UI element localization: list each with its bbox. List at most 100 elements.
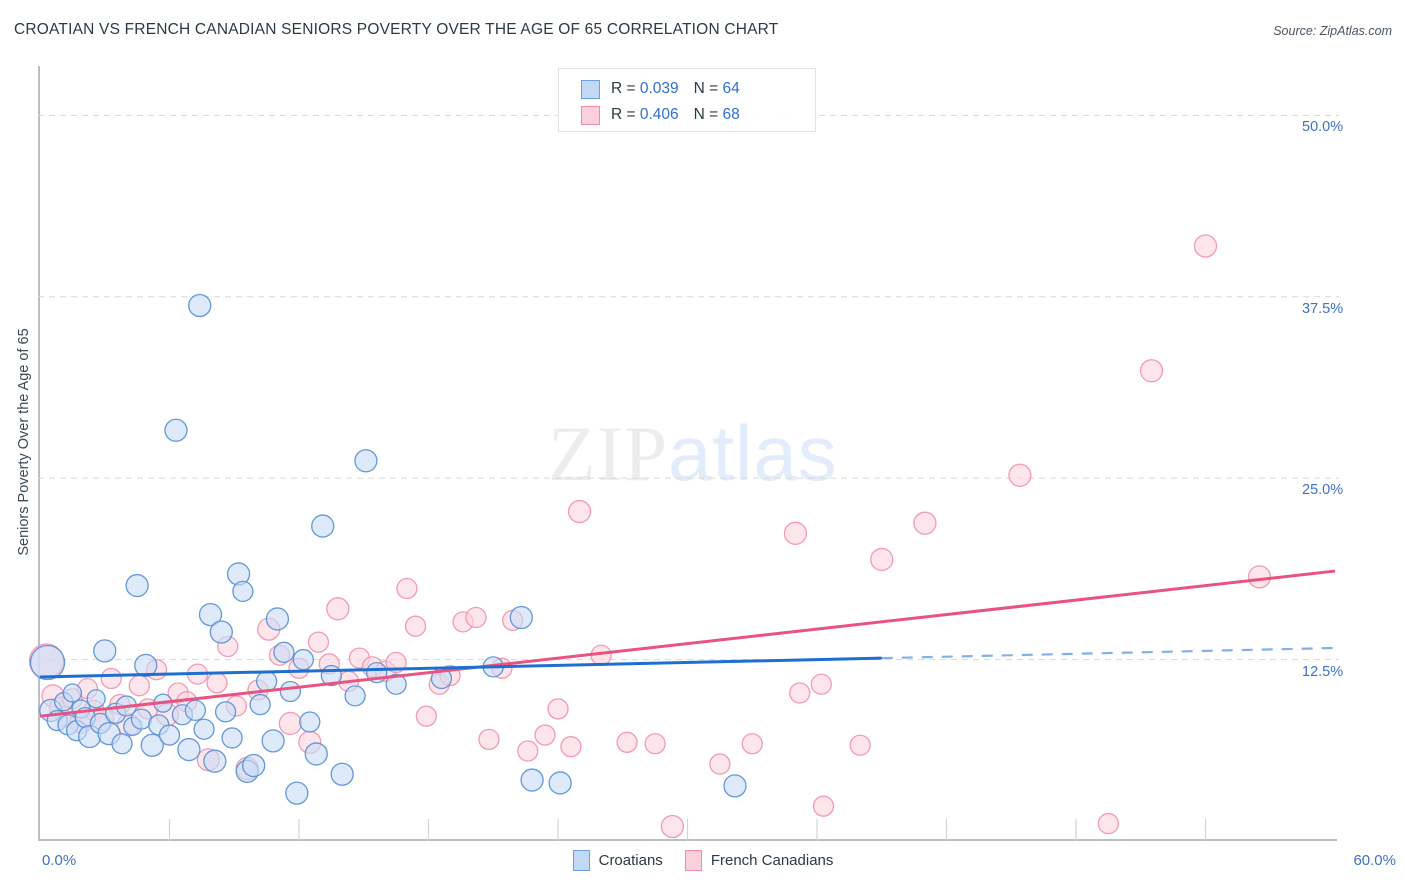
data-point bbox=[465, 606, 487, 629]
data-point bbox=[255, 670, 278, 693]
stats-text-croatians: R = 0.039 N = 64 bbox=[611, 80, 740, 98]
scatter-svg bbox=[28, 114, 1339, 841]
data-point bbox=[164, 418, 188, 442]
data-point bbox=[330, 762, 354, 786]
data-point bbox=[29, 644, 66, 681]
data-point bbox=[849, 734, 871, 756]
correlation-stats-legend: R = 0.039 N = 64 R = 0.406 N = 68 bbox=[558, 68, 816, 132]
data-point bbox=[415, 705, 437, 727]
data-point bbox=[560, 736, 582, 758]
data-point bbox=[534, 724, 556, 746]
data-point bbox=[304, 742, 328, 766]
data-point bbox=[158, 724, 181, 746]
data-point bbox=[870, 547, 894, 572]
data-point bbox=[1008, 463, 1032, 487]
legend-item-french-canadians[interactable]: French Canadians bbox=[684, 850, 834, 871]
stats-n-value-croatians: 64 bbox=[722, 80, 740, 97]
data-point bbox=[193, 718, 215, 740]
stats-r-label-croatians: R = bbox=[611, 80, 640, 97]
plot-area bbox=[28, 66, 1339, 841]
stats-n-label-french-canadians: N = bbox=[693, 106, 723, 123]
data-point bbox=[644, 733, 666, 755]
y-tick-label: 12.5% bbox=[1302, 663, 1344, 680]
legend-swatch-croatians bbox=[572, 850, 590, 871]
trendline-croatians bbox=[39, 656, 882, 679]
stats-swatch-croatians bbox=[581, 79, 600, 99]
data-point bbox=[311, 514, 335, 538]
data-point bbox=[292, 648, 314, 671]
page-title: CROATIAN VS FRENCH CANADIAN SENIORS POVE… bbox=[14, 21, 779, 38]
data-point bbox=[548, 771, 572, 795]
y-tick-label: 25.0% bbox=[1302, 482, 1344, 499]
trendline-croatians-extrapolated bbox=[881, 646, 1336, 660]
data-point bbox=[188, 293, 212, 318]
data-point bbox=[198, 602, 223, 627]
data-point bbox=[783, 521, 808, 545]
data-point bbox=[741, 733, 763, 755]
data-point bbox=[184, 699, 207, 722]
stats-r-value-french-canadians: 0.406 bbox=[639, 106, 679, 123]
data-point bbox=[177, 737, 201, 762]
data-point bbox=[128, 675, 150, 697]
data-point bbox=[100, 667, 122, 690]
data-point bbox=[520, 768, 544, 792]
data-point bbox=[396, 577, 418, 600]
data-point bbox=[214, 701, 237, 723]
stats-row-french-canadians: R = 0.406 N = 68 bbox=[581, 102, 815, 128]
stats-n-label-croatians: N = bbox=[693, 80, 723, 97]
data-point bbox=[810, 673, 832, 695]
trendline-french-canadians bbox=[39, 569, 1336, 718]
series-legend: Croatians French Canadians bbox=[0, 850, 1406, 871]
data-point bbox=[1193, 234, 1218, 258]
data-point bbox=[385, 673, 407, 695]
data-point bbox=[232, 580, 254, 603]
data-point bbox=[249, 693, 271, 716]
data-point bbox=[789, 682, 811, 704]
series-croatians bbox=[29, 293, 747, 805]
data-point bbox=[1139, 359, 1164, 383]
source-attribution: Source: ZipAtlas.com bbox=[1273, 24, 1392, 38]
data-point bbox=[326, 597, 350, 621]
data-point bbox=[242, 753, 266, 778]
data-point bbox=[93, 639, 117, 663]
x-axis-max-label: 60.0% bbox=[1353, 852, 1396, 869]
data-point bbox=[913, 511, 937, 535]
data-point bbox=[478, 728, 500, 751]
data-point bbox=[509, 605, 533, 630]
legend-item-croatians[interactable]: Croatians bbox=[572, 850, 663, 871]
data-point bbox=[1247, 565, 1272, 589]
y-axis-line bbox=[38, 66, 40, 841]
data-point bbox=[404, 615, 427, 637]
data-point bbox=[299, 711, 321, 733]
legend-label-croatians: Croatians bbox=[598, 852, 663, 869]
stats-row-croatians: R = 0.039 N = 64 bbox=[581, 76, 815, 102]
data-point bbox=[616, 731, 638, 753]
data-point bbox=[709, 753, 731, 775]
data-point bbox=[278, 711, 303, 736]
data-point bbox=[285, 781, 309, 805]
legend-swatch-french-canadians bbox=[684, 850, 702, 871]
data-point bbox=[344, 685, 366, 707]
y-axis-title: Seniors Poverty Over the Age of 65 bbox=[16, 328, 32, 556]
x-axis-min-label: 0.0% bbox=[42, 852, 77, 869]
data-point bbox=[1097, 812, 1120, 835]
data-point bbox=[547, 698, 569, 720]
data-point bbox=[265, 607, 290, 631]
legend-label-french-canadians: French Canadians bbox=[710, 852, 834, 869]
stats-n-value-french-canadians: 68 bbox=[722, 106, 740, 123]
data-point bbox=[203, 749, 227, 773]
data-point bbox=[517, 740, 539, 762]
data-point bbox=[660, 814, 685, 839]
data-point bbox=[206, 672, 228, 694]
data-point bbox=[62, 683, 83, 703]
stats-swatch-french-canadians bbox=[581, 105, 600, 125]
y-tick-label: 37.5% bbox=[1302, 300, 1344, 317]
series-french-canadians bbox=[28, 234, 1272, 839]
data-point bbox=[279, 680, 302, 703]
y-tick-label: 50.0% bbox=[1302, 119, 1344, 136]
data-point bbox=[221, 727, 243, 749]
data-point bbox=[723, 774, 747, 798]
data-point bbox=[307, 631, 330, 653]
data-point bbox=[134, 653, 158, 678]
